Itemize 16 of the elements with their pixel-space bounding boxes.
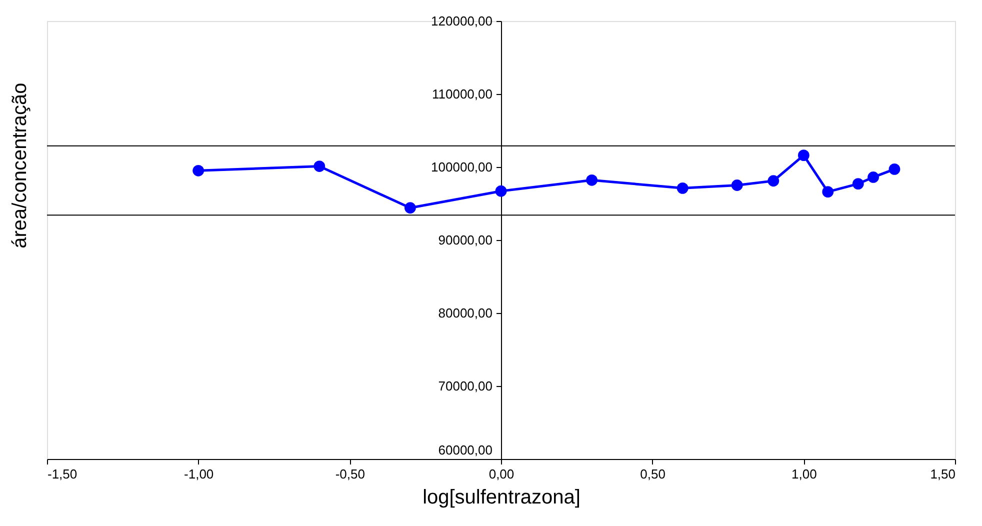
x-tick-label: 1,00	[792, 466, 817, 482]
y-tick-label: 70000,00	[438, 378, 492, 394]
x-tick-label: -0,50	[335, 466, 365, 482]
y-tick-label: 100000,00	[431, 160, 492, 174]
x-tick-label: -1,00	[184, 466, 214, 482]
x-tick-label: 0,50	[640, 466, 666, 482]
x-tick-label: 1,50	[930, 466, 956, 482]
y-tick-label: 60000,00	[438, 442, 492, 458]
x-axis-title: log[sulfentrazona]	[422, 486, 580, 508]
y-tick-label: 120000,00	[431, 14, 492, 28]
y-tick-label: 90000,00	[438, 232, 492, 248]
y-tick-label: 80000,00	[438, 306, 492, 320]
y-tick-label: 110000,00	[432, 86, 492, 102]
y-axis-title: área/concentração	[9, 82, 31, 248]
x-tick-label: 0,00	[488, 466, 514, 482]
x-tick-label: -1,50	[48, 466, 78, 482]
